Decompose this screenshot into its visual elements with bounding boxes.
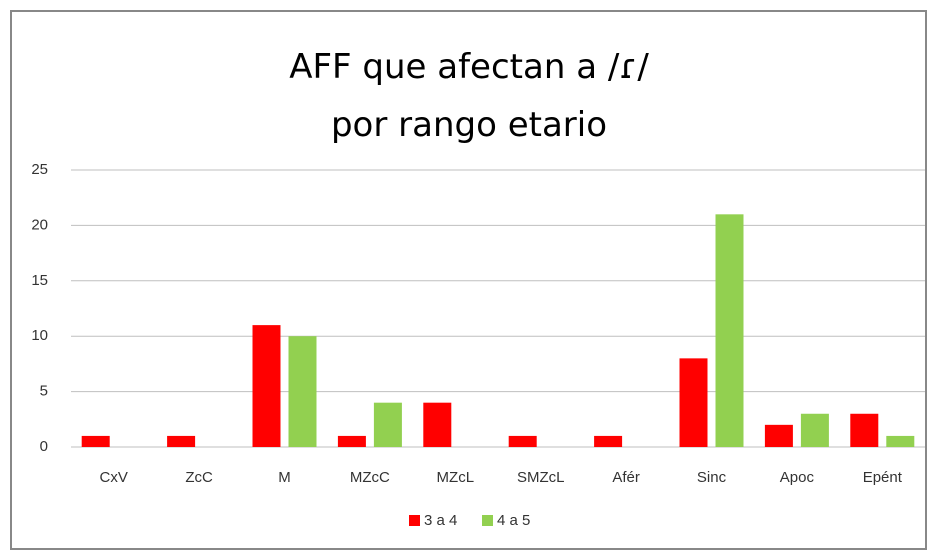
x-tick-label: Sinc <box>697 469 727 486</box>
x-tick-label: Apoc <box>780 469 815 486</box>
bar <box>715 214 744 447</box>
x-tick-label: MZcC <box>350 469 390 486</box>
bar <box>886 435 915 447</box>
y-tick-label: 20 <box>31 216 48 233</box>
bar <box>81 435 110 447</box>
x-tick-label: ZcC <box>185 469 213 486</box>
y-tick-label: 5 <box>40 383 48 400</box>
bar <box>373 402 402 447</box>
bar <box>594 435 623 447</box>
chart-border <box>10 10 927 550</box>
bar <box>508 435 537 447</box>
y-tick-label: 15 <box>31 272 48 289</box>
x-tick-label: M <box>278 469 291 486</box>
x-tick-label: CxV <box>100 469 128 486</box>
legend-label: 4 a 5 <box>497 512 530 529</box>
x-tick-label: SMZcL <box>517 469 565 486</box>
bar <box>423 402 452 447</box>
x-tick-label: Afér <box>612 469 640 486</box>
y-tick-label: 0 <box>40 438 48 455</box>
bar <box>800 413 829 447</box>
x-tick-label: MZcL <box>437 469 475 486</box>
y-tick-label: 10 <box>31 327 48 344</box>
legend-swatch <box>482 515 493 526</box>
x-tick-label: Epént <box>863 469 903 486</box>
bar <box>679 358 708 447</box>
bar <box>167 435 196 447</box>
bar <box>337 435 366 447</box>
chart-title: AFF que afectan a /ɾ/ por rango etario <box>289 47 649 145</box>
bar <box>288 336 317 447</box>
bar <box>850 413 879 447</box>
bar <box>252 325 281 447</box>
legend-label: 3 a 4 <box>424 512 457 529</box>
y-tick-label: 25 <box>31 161 48 178</box>
legend-swatch <box>409 515 420 526</box>
bar <box>764 424 793 447</box>
